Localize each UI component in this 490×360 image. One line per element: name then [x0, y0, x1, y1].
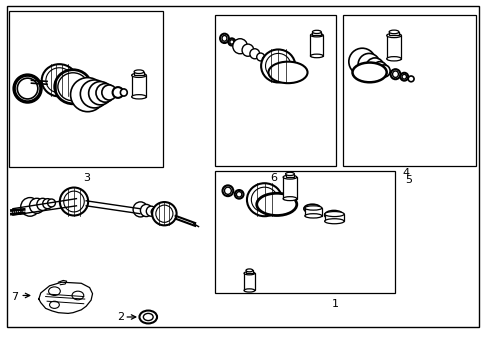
- Ellipse shape: [152, 202, 176, 225]
- Ellipse shape: [102, 85, 117, 100]
- Bar: [6, 6, 479, 327]
- Text: 1: 1: [332, 299, 339, 309]
- Ellipse shape: [222, 185, 233, 196]
- Ellipse shape: [43, 199, 52, 209]
- Ellipse shape: [313, 30, 321, 33]
- Ellipse shape: [155, 210, 162, 216]
- Bar: [9, 12, 163, 167]
- Ellipse shape: [228, 39, 235, 45]
- Ellipse shape: [262, 56, 269, 63]
- Ellipse shape: [402, 75, 407, 79]
- Ellipse shape: [42, 64, 77, 96]
- Bar: [311, 35, 323, 56]
- Ellipse shape: [244, 272, 255, 275]
- Ellipse shape: [237, 192, 242, 197]
- Ellipse shape: [233, 39, 247, 54]
- Ellipse shape: [305, 206, 322, 210]
- Ellipse shape: [257, 193, 297, 216]
- Ellipse shape: [372, 62, 387, 77]
- Text: 7: 7: [11, 292, 18, 302]
- Ellipse shape: [133, 202, 148, 217]
- Ellipse shape: [283, 175, 297, 179]
- Ellipse shape: [392, 71, 398, 77]
- Ellipse shape: [96, 84, 115, 102]
- Ellipse shape: [37, 198, 49, 211]
- Ellipse shape: [235, 190, 244, 199]
- Ellipse shape: [325, 212, 344, 217]
- Ellipse shape: [352, 63, 387, 82]
- Ellipse shape: [17, 78, 38, 99]
- Ellipse shape: [220, 34, 229, 43]
- Ellipse shape: [55, 70, 91, 104]
- Ellipse shape: [151, 208, 159, 216]
- Bar: [283, 177, 297, 199]
- Ellipse shape: [230, 40, 234, 44]
- Bar: [286, 174, 294, 177]
- Ellipse shape: [60, 188, 88, 216]
- Ellipse shape: [21, 198, 39, 216]
- Bar: [305, 208, 322, 216]
- Bar: [387, 36, 401, 59]
- Bar: [313, 32, 321, 35]
- Text: 3: 3: [83, 173, 90, 183]
- Ellipse shape: [141, 204, 152, 217]
- Ellipse shape: [14, 75, 41, 102]
- Ellipse shape: [283, 197, 297, 201]
- Ellipse shape: [89, 82, 112, 105]
- Bar: [215, 15, 336, 166]
- Ellipse shape: [58, 73, 88, 101]
- Ellipse shape: [244, 289, 255, 292]
- Text: 6: 6: [270, 173, 277, 183]
- Bar: [134, 72, 144, 75]
- Ellipse shape: [311, 33, 323, 37]
- Text: 5: 5: [405, 175, 412, 185]
- Ellipse shape: [286, 172, 294, 176]
- Ellipse shape: [134, 70, 144, 73]
- Ellipse shape: [250, 49, 260, 59]
- Ellipse shape: [311, 54, 323, 58]
- Ellipse shape: [391, 69, 400, 79]
- Text: 2: 2: [117, 312, 124, 322]
- Ellipse shape: [247, 183, 282, 216]
- Ellipse shape: [349, 48, 376, 75]
- Bar: [244, 273, 255, 291]
- Ellipse shape: [325, 219, 344, 224]
- Ellipse shape: [113, 87, 123, 98]
- Ellipse shape: [389, 30, 399, 34]
- Ellipse shape: [261, 49, 295, 82]
- Bar: [343, 15, 476, 166]
- Ellipse shape: [132, 73, 147, 77]
- Ellipse shape: [269, 62, 308, 83]
- Ellipse shape: [48, 199, 55, 207]
- Ellipse shape: [325, 211, 343, 220]
- Bar: [325, 214, 344, 221]
- Bar: [215, 171, 395, 293]
- Ellipse shape: [387, 57, 401, 61]
- Bar: [132, 75, 147, 97]
- Ellipse shape: [257, 53, 265, 61]
- Ellipse shape: [71, 78, 105, 112]
- Ellipse shape: [246, 269, 253, 272]
- Ellipse shape: [387, 33, 401, 38]
- Ellipse shape: [222, 36, 227, 41]
- Ellipse shape: [121, 89, 127, 96]
- Ellipse shape: [147, 206, 156, 216]
- Ellipse shape: [304, 204, 321, 213]
- Ellipse shape: [378, 65, 390, 77]
- Ellipse shape: [358, 53, 380, 76]
- Ellipse shape: [408, 76, 414, 82]
- Ellipse shape: [242, 44, 254, 56]
- Ellipse shape: [400, 73, 408, 81]
- Ellipse shape: [366, 58, 384, 76]
- Ellipse shape: [305, 214, 322, 218]
- Text: 4: 4: [403, 168, 410, 178]
- Ellipse shape: [80, 80, 109, 108]
- Ellipse shape: [29, 198, 44, 213]
- Bar: [389, 32, 399, 36]
- Ellipse shape: [132, 95, 147, 99]
- Ellipse shape: [224, 187, 231, 194]
- Bar: [246, 270, 253, 273]
